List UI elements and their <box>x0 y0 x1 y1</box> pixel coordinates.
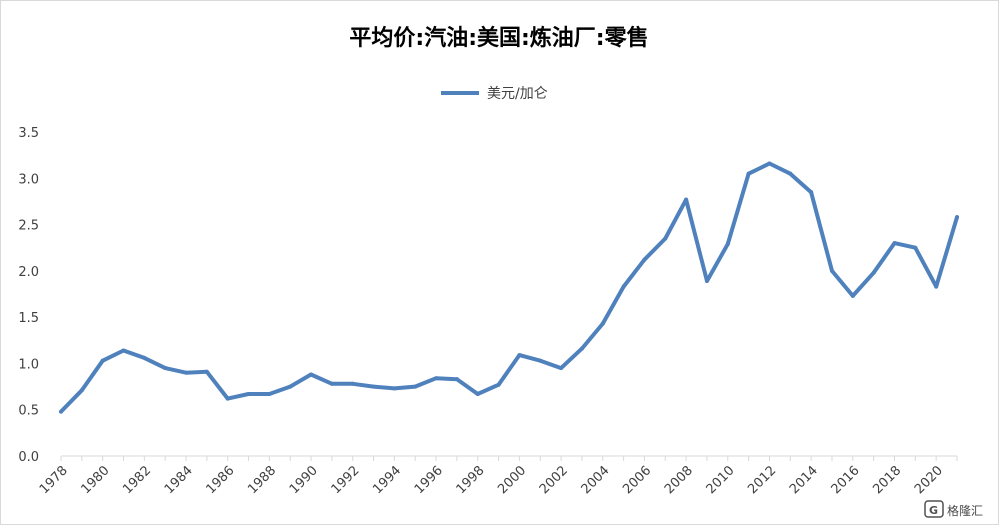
data-point <box>350 381 355 386</box>
x-tick-label: 2002 <box>537 463 571 497</box>
x-tick-label: 2016 <box>829 463 863 497</box>
data-point <box>267 391 272 396</box>
data-point <box>767 161 772 166</box>
data-point <box>600 321 605 326</box>
watermark-text: 格隆汇 <box>947 503 983 518</box>
data-point <box>329 381 334 386</box>
x-tick-label: 1990 <box>287 463 321 497</box>
y-tick-label: 0.5 <box>18 404 39 419</box>
legend-label: 美元/加仑 <box>487 86 548 102</box>
data-point <box>184 370 189 375</box>
data-point <box>496 382 501 387</box>
x-tick-label: 1988 <box>245 463 279 497</box>
x-tick-label: 1994 <box>370 463 404 497</box>
legend: 美元/加仑 <box>441 86 548 102</box>
data-point <box>913 245 918 250</box>
data-point <box>621 284 626 289</box>
x-tick-label: 2004 <box>579 463 613 497</box>
data-point <box>142 355 147 360</box>
x-tick-label: 1984 <box>162 463 196 497</box>
data-point <box>288 384 293 389</box>
x-tick-label: 2010 <box>704 463 738 497</box>
data-point <box>746 171 751 176</box>
data-point <box>725 242 730 247</box>
plot-area <box>59 161 959 414</box>
x-tick-label: 1986 <box>204 463 238 497</box>
y-tick-label: 3.0 <box>18 172 39 187</box>
data-point <box>809 190 814 195</box>
y-tick-label: 2.5 <box>18 219 39 234</box>
y-tick-label: 1.5 <box>18 311 39 326</box>
data-point <box>413 384 418 389</box>
x-tick-label: 1996 <box>412 463 446 497</box>
data-point <box>121 348 126 353</box>
data-point <box>100 358 105 363</box>
x-tick-label: 2012 <box>745 463 779 497</box>
data-point <box>829 268 834 273</box>
svg-text:G: G <box>929 504 938 517</box>
y-tick-label: 1.0 <box>18 357 39 372</box>
data-point <box>204 369 209 374</box>
logo-g-icon <box>924 500 944 518</box>
x-tick-label: 2014 <box>787 463 821 497</box>
data-point <box>684 197 689 202</box>
data-point <box>371 384 376 389</box>
x-tick-label: 2006 <box>620 463 654 497</box>
data-point <box>225 396 230 401</box>
data-point <box>475 391 480 396</box>
data-point <box>663 236 668 241</box>
data-point <box>79 388 84 393</box>
data-point <box>517 353 522 358</box>
data-point <box>934 284 939 289</box>
y-tick-label: 2.0 <box>18 265 39 280</box>
data-point <box>871 270 876 275</box>
watermark: G 格隆汇 <box>924 500 983 518</box>
x-tick-label: 2008 <box>662 463 696 497</box>
data-point <box>309 372 314 377</box>
y-tick-label: 3.5 <box>18 126 39 141</box>
x-tick-label: 2020 <box>912 463 946 497</box>
data-point <box>59 409 63 414</box>
data-point <box>892 241 897 246</box>
data-point <box>538 358 543 363</box>
data-point <box>850 293 855 298</box>
y-axis: 0.0 0.5 1.0 1.5 2.0 2.5 3.0 3.5 <box>18 126 39 465</box>
data-point <box>434 376 439 381</box>
data-point <box>454 377 459 382</box>
data-point <box>788 171 793 176</box>
data-point <box>392 386 397 391</box>
data-point <box>246 391 251 396</box>
chart-title: 平均价:汽油:美国:炼油厂:零售 <box>349 25 648 51</box>
x-tick-label: 1998 <box>454 463 488 497</box>
data-point <box>642 257 647 262</box>
x-tick-label: 2018 <box>870 463 904 497</box>
data-point <box>955 215 959 220</box>
data-point <box>579 346 584 351</box>
x-tick-label: 2000 <box>495 463 529 497</box>
x-tick-label: 1992 <box>329 463 363 497</box>
x-tick-label: 1982 <box>120 463 154 497</box>
data-point <box>704 279 709 284</box>
series-line <box>59 161 959 414</box>
data-point <box>559 366 564 371</box>
data-point <box>163 366 168 371</box>
x-tick-label: 1980 <box>78 463 112 497</box>
x-tick-label: 1978 <box>37 463 71 497</box>
x-axis: 1978 1980 1982 1984 1986 1988 1990 1992 1994 1996… <box>37 455 958 497</box>
y-tick-label: 0.0 <box>18 450 39 465</box>
